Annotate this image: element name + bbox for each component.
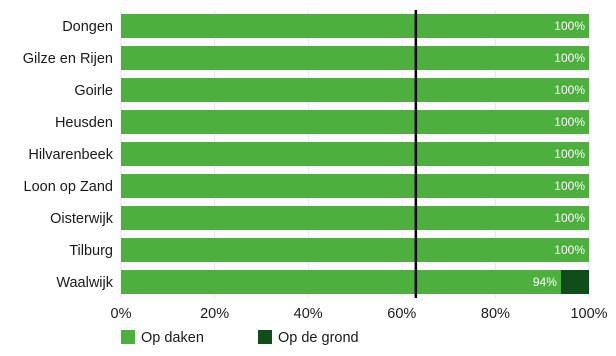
- x-tick-label: 60%: [387, 306, 416, 322]
- legend-label-op-de-grond: Op de grond: [278, 330, 359, 346]
- legend-swatch-op-de-grond: [258, 330, 272, 344]
- bar-op-daken: [121, 238, 589, 262]
- bar-op-daken: [121, 142, 589, 166]
- category-label: Tilburg: [69, 243, 113, 259]
- data-label: 100%: [554, 83, 585, 97]
- category-label: Oisterwijk: [50, 211, 114, 227]
- category-label: Hilvarenbeek: [28, 147, 113, 163]
- data-label: 100%: [554, 147, 585, 161]
- category-label: Gilze en Rijen: [23, 51, 113, 67]
- x-tick-label: 100%: [570, 306, 607, 322]
- category-label: Goirle: [74, 83, 113, 99]
- data-label: 100%: [554, 211, 585, 225]
- data-label: 94%: [533, 275, 557, 289]
- bar-op-de-grond: [560, 270, 589, 294]
- data-label: 100%: [554, 51, 585, 65]
- data-label: 100%: [554, 179, 585, 193]
- data-label: 100%: [554, 19, 585, 33]
- bar-op-daken: [121, 14, 589, 38]
- bar-op-daken: [121, 78, 589, 102]
- data-label: 100%: [554, 115, 585, 129]
- bar-op-daken: [121, 270, 561, 294]
- category-label: Heusden: [55, 115, 113, 131]
- x-tick-label: 0%: [111, 306, 132, 322]
- bar-op-daken: [121, 206, 589, 230]
- legend-label-op-daken: Op daken: [141, 330, 204, 346]
- category-label: Loon op Zand: [24, 179, 114, 195]
- legend: Op daken Op de grond: [121, 330, 359, 346]
- legend-swatch-op-daken: [121, 330, 135, 344]
- category-label: Waalwijk: [56, 275, 113, 291]
- x-tick-label: 80%: [481, 306, 510, 322]
- bar-op-daken: [121, 46, 589, 70]
- bar-op-daken: [121, 174, 589, 198]
- bars: [121, 14, 589, 294]
- x-tick-label: 20%: [200, 306, 229, 322]
- data-label: 100%: [554, 243, 585, 257]
- bar-op-daken: [121, 110, 589, 134]
- labels: 0% 20% 40% 60% 80% 100% Dongen 100% Gilze en Rij…: [23, 19, 608, 322]
- x-tick-label: 40%: [294, 306, 323, 322]
- category-label: Dongen: [62, 19, 113, 35]
